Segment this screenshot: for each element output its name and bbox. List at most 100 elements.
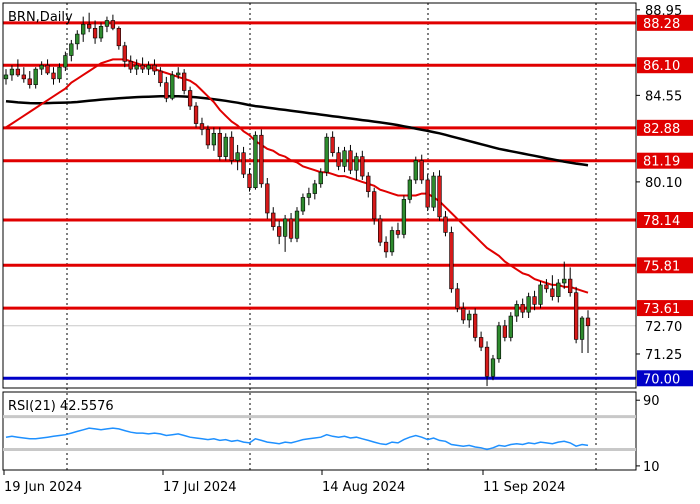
candlestick — [544, 279, 549, 293]
candle-body — [259, 134, 264, 185]
level-tag-label: 88.28 — [643, 17, 680, 32]
candle-body — [544, 284, 549, 290]
candle-body — [407, 179, 412, 200]
candlestick — [306, 187, 312, 206]
candlestick — [92, 20, 98, 44]
candle-body — [288, 218, 294, 239]
moving-average-short — [5, 58, 589, 294]
candle-body — [324, 136, 329, 173]
candlestick — [490, 354, 496, 381]
candlestick — [550, 275, 555, 301]
candlestick — [158, 67, 163, 87]
candlestick — [265, 178, 270, 219]
candlestick — [568, 267, 573, 297]
candle-body — [354, 156, 359, 171]
candlestick — [496, 321, 502, 363]
candle-body — [508, 315, 513, 338]
level-tag-label: 75.81 — [643, 259, 680, 274]
candlestick — [562, 261, 567, 289]
candlestick — [21, 67, 26, 83]
price-pane-frame — [2, 2, 637, 389]
candlestick — [336, 146, 341, 171]
candlestick — [39, 61, 44, 75]
candlestick — [235, 144, 240, 171]
candle-body — [378, 218, 383, 243]
candle-body — [312, 183, 317, 194]
candle-body — [306, 193, 312, 198]
candlestick — [312, 179, 317, 200]
candlestick — [573, 286, 579, 344]
time-tick-label: 11 Sep 2024 — [483, 480, 565, 495]
candlestick — [520, 298, 525, 318]
candlestick — [585, 310, 591, 353]
candle-body — [69, 43, 74, 56]
candle-body — [247, 173, 252, 189]
symbol-label: BRN,Daily — [8, 10, 73, 25]
candle-body — [478, 337, 484, 348]
candle-body — [241, 152, 246, 175]
candlestick — [98, 22, 104, 42]
candle-body — [496, 325, 502, 360]
candle-body — [484, 346, 490, 377]
candle-body — [110, 20, 116, 29]
candle-body — [229, 136, 234, 161]
candle-body — [532, 296, 537, 305]
candlestick — [87, 12, 92, 33]
candle-body — [182, 72, 187, 91]
price-tick-label: 84.55 — [645, 89, 682, 104]
level-tag-label: 78.14 — [643, 214, 680, 229]
candle-body — [122, 45, 127, 62]
candle-body — [39, 64, 44, 70]
candlestick — [514, 300, 519, 322]
candlestick — [146, 61, 151, 75]
candle-body — [3, 74, 9, 80]
candle-body — [92, 27, 98, 39]
candle-body — [15, 68, 21, 76]
candlestick — [176, 67, 181, 79]
candle-body — [514, 304, 519, 317]
time-tick-label: 19 Jun 2024 — [4, 480, 82, 495]
level-tag-background — [637, 14, 693, 31]
candlestick — [116, 26, 121, 50]
candle-body — [300, 197, 306, 212]
candlestick — [383, 236, 389, 258]
rsi-pane: 90 10 — [3, 394, 660, 475]
time-tick-label: 14 Aug 2024 — [322, 480, 405, 495]
candle-body — [75, 33, 80, 45]
candle-body — [294, 210, 300, 239]
candle-body — [193, 105, 199, 124]
candlestick — [110, 14, 116, 31]
candle-body — [199, 123, 205, 130]
candle-body — [431, 175, 436, 208]
level-tag-background — [637, 119, 693, 136]
candlestick — [170, 71, 175, 101]
candle-body — [330, 136, 335, 154]
candlestick — [187, 86, 193, 110]
candlestick — [122, 41, 127, 68]
candle-body — [579, 317, 585, 340]
candle-body — [502, 325, 507, 338]
candlestick — [75, 30, 80, 50]
level-tag-background — [637, 57, 693, 74]
candle-body — [98, 26, 104, 39]
candlestick — [473, 308, 478, 342]
candle-body — [57, 66, 62, 80]
candle-body — [419, 160, 424, 181]
candlestick — [378, 214, 383, 247]
candlestick — [140, 57, 145, 73]
candlestick — [104, 16, 110, 33]
candlestick — [223, 133, 228, 161]
candle-body — [360, 156, 365, 177]
candle-body — [473, 313, 478, 338]
candlestick — [556, 279, 561, 303]
candlestick — [431, 172, 436, 212]
candlestick — [419, 154, 424, 184]
candle-body — [33, 68, 38, 85]
candle-body — [63, 55, 68, 68]
candle-body — [164, 82, 169, 99]
candle-body — [158, 70, 163, 84]
candlestick — [532, 290, 537, 311]
candlestick — [300, 193, 306, 215]
candle-body — [550, 288, 555, 297]
candle-body — [461, 307, 466, 321]
